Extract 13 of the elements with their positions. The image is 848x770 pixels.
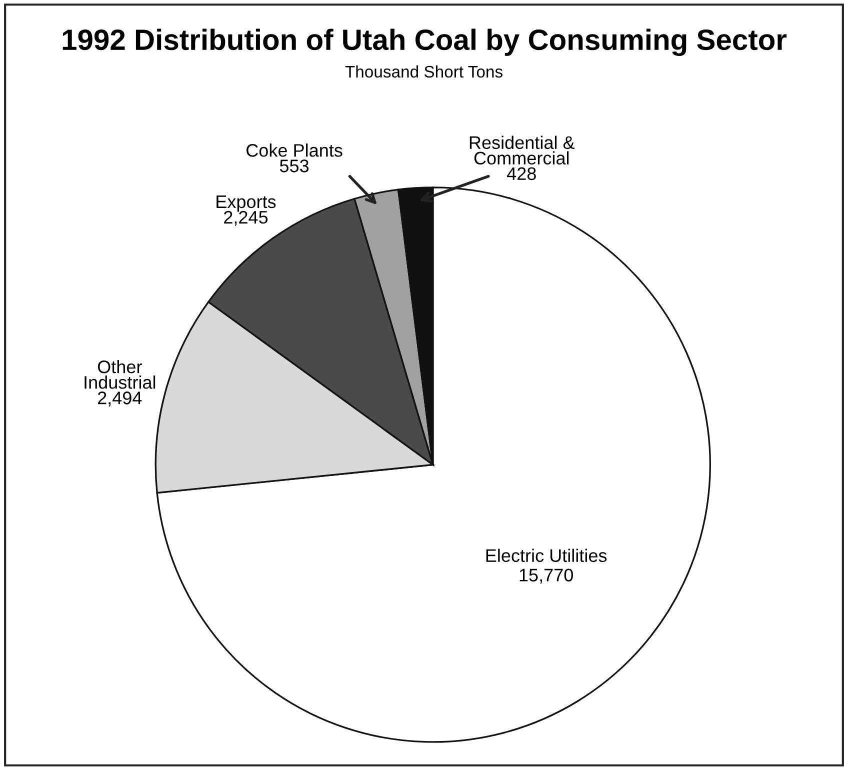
slice-label: Electric Utilities: [486, 548, 607, 562]
data-label: 553: [280, 160, 309, 172]
chart-subtitle: Thousand Short Tons: [345, 65, 502, 78]
chart-title: 1992 Distribution of Utah Coal by Consuming Sector: [62, 28, 787, 56]
data-label: 2,494: [98, 392, 142, 406]
data-label: 15,770: [520, 568, 573, 584]
slice-label: Residential & Commercial: [470, 136, 575, 165]
slice-label: Coke Plants: [246, 144, 342, 157]
data-label: 2,245: [224, 210, 268, 226]
data-label: 428: [506, 167, 536, 180]
slice-label: Other Industrial: [84, 360, 156, 389]
slice-label: Exports: [216, 196, 276, 212]
pie-slice: [156, 186, 711, 743]
